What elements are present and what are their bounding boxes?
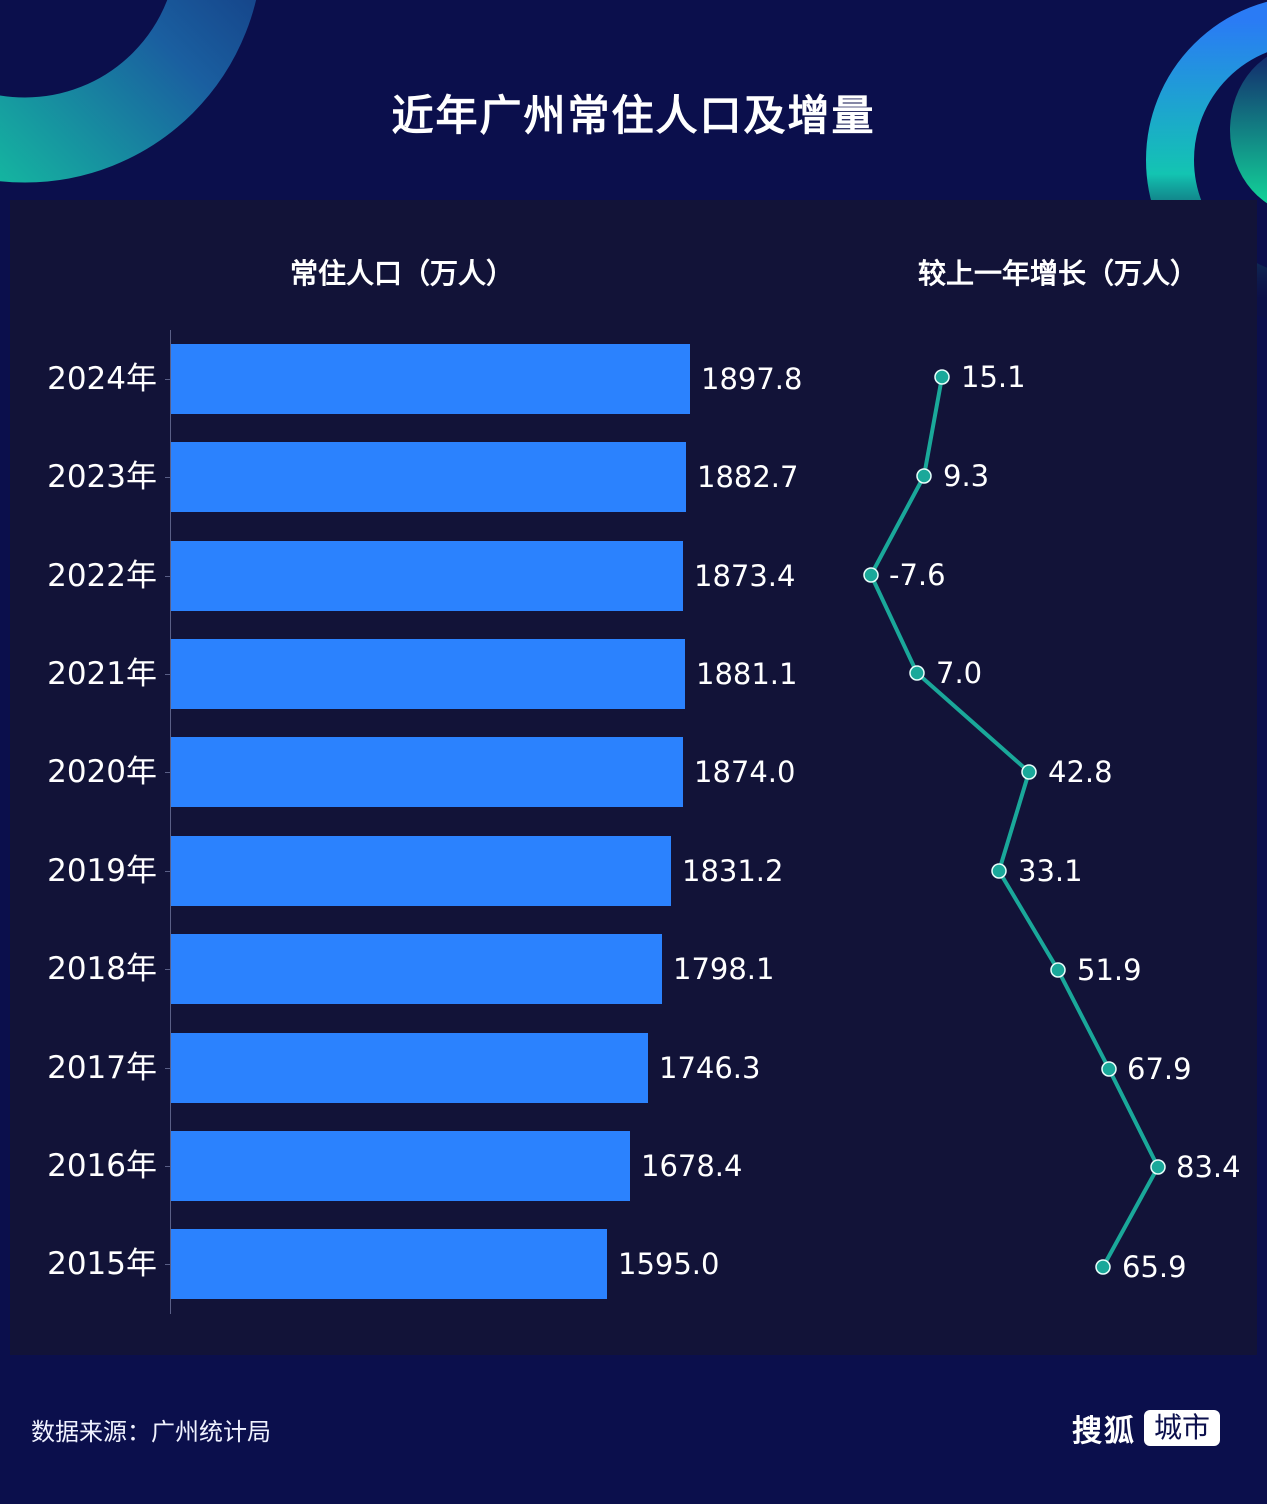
growth-value-2019: 33.1 <box>1018 854 1083 888</box>
bar-row-2016: 2016年 1678.4 <box>0 1131 850 1201</box>
data-source-note: 数据来源：广州统计局 <box>31 1418 271 1446</box>
population-bar <box>171 836 671 906</box>
growth-value-2017: 67.9 <box>1127 1052 1192 1086</box>
bar-row-2020: 2020年 1874.0 <box>0 737 850 807</box>
population-bar <box>171 1131 630 1201</box>
bar-row-2021: 2021年 1881.1 <box>0 639 850 709</box>
growth-column-header: 较上一年增长（万人） <box>918 257 1199 290</box>
year-label: 2016年 <box>47 1148 157 1184</box>
growth-value-2018: 51.9 <box>1077 953 1142 987</box>
population-bar <box>171 1033 648 1103</box>
growth-line <box>869 376 1160 1268</box>
growth-point-marker <box>1095 1259 1111 1275</box>
axis-tick <box>165 477 170 478</box>
growth-value-2024: 15.1 <box>961 360 1026 394</box>
population-value: 1882.7 <box>697 460 799 494</box>
year-label: 2023年 <box>47 459 157 495</box>
growth-value-2016: 83.4 <box>1176 1150 1241 1184</box>
growth-value-2023: 9.3 <box>943 459 990 493</box>
bar-row-2022: 2022年 1873.4 <box>0 541 850 611</box>
year-label: 2022年 <box>47 558 157 594</box>
growth-value-2015: 65.9 <box>1122 1250 1187 1284</box>
year-label: 2018年 <box>47 951 157 987</box>
growth-point-marker <box>1150 1159 1166 1175</box>
axis-tick <box>165 1264 170 1265</box>
growth-value-2022: -7.6 <box>889 558 946 592</box>
population-value: 1831.2 <box>682 854 784 888</box>
population-bar <box>171 737 683 807</box>
bar-row-2018: 2018年 1798.1 <box>0 934 850 1004</box>
growth-point-marker <box>991 863 1007 879</box>
brand-section-badge: 城市 <box>1144 1410 1221 1446</box>
year-label: 2019年 <box>47 853 157 889</box>
year-label: 2021年 <box>47 656 157 692</box>
population-bar <box>171 541 683 611</box>
year-label: 2015年 <box>47 1246 157 1282</box>
year-label: 2024年 <box>47 361 157 397</box>
population-bar <box>171 442 686 512</box>
chart-title: 近年广州常住人口及增量 <box>391 91 876 140</box>
population-value: 1874.0 <box>694 755 796 789</box>
growth-value-2020: 42.8 <box>1048 755 1113 789</box>
population-value: 1873.4 <box>694 559 796 593</box>
growth-point-marker <box>1101 1061 1117 1077</box>
bar-row-2015: 2015年 1595.0 <box>0 1229 850 1299</box>
population-value: 1881.1 <box>696 657 798 691</box>
population-bar <box>171 934 662 1004</box>
population-value: 1595.0 <box>618 1247 720 1281</box>
brand-name: 搜狐 <box>1072 1414 1136 1449</box>
axis-tick <box>165 871 170 872</box>
brand-logo: 搜狐 城市 <box>1072 1406 1221 1450</box>
population-value: 1897.8 <box>701 362 803 396</box>
axis-tick <box>165 772 170 773</box>
bar-row-2019: 2019年 1831.2 <box>0 836 850 906</box>
axis-tick <box>165 1166 170 1167</box>
axis-tick <box>165 969 170 970</box>
growth-point-marker <box>863 567 879 583</box>
axis-tick <box>165 1068 170 1069</box>
year-label: 2017年 <box>47 1050 157 1086</box>
growth-point-marker <box>934 369 950 385</box>
y-axis-line <box>170 330 171 1314</box>
axis-tick <box>165 379 170 380</box>
population-bar <box>171 1229 607 1299</box>
growth-point-marker <box>909 665 925 681</box>
axis-tick <box>165 674 170 675</box>
population-bar <box>171 639 685 709</box>
growth-value-2021: 7.0 <box>936 656 983 690</box>
year-label: 2020年 <box>47 754 157 790</box>
growth-point-marker <box>1050 962 1066 978</box>
population-value: 1678.4 <box>641 1149 743 1183</box>
bar-row-2024: 2024年 1897.8 <box>0 344 850 414</box>
population-column-header: 常住人口（万人） <box>290 257 515 290</box>
axis-tick <box>165 576 170 577</box>
bar-row-2017: 2017年 1746.3 <box>0 1033 850 1103</box>
population-bar <box>171 344 690 414</box>
population-value: 1798.1 <box>673 952 775 986</box>
bar-row-2023: 2023年 1882.7 <box>0 442 850 512</box>
growth-point-marker <box>1021 764 1037 780</box>
population-value: 1746.3 <box>659 1051 761 1085</box>
growth-point-marker <box>916 468 932 484</box>
